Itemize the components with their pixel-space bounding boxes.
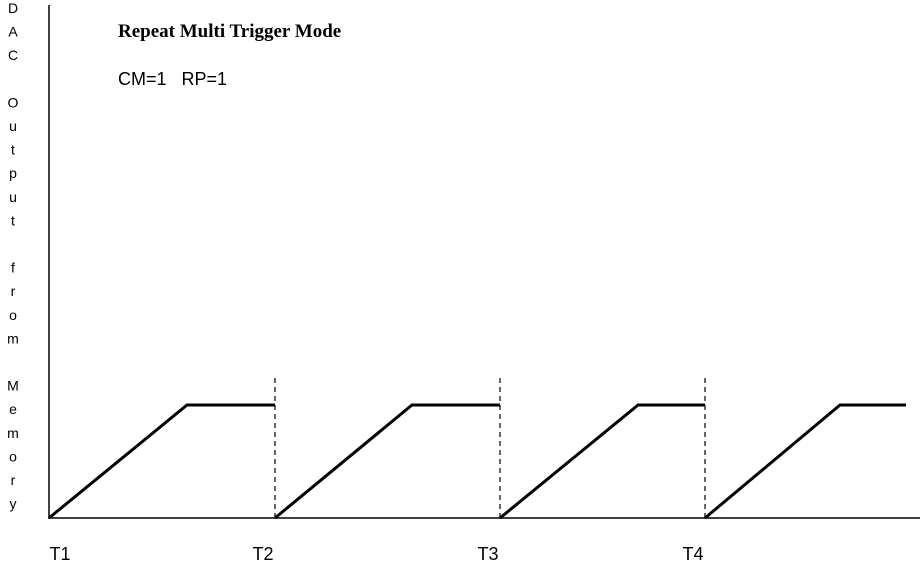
time-label: T4 xyxy=(682,544,703,564)
trigger-lines xyxy=(274,378,706,518)
ramp xyxy=(274,403,500,520)
time-label: T2 xyxy=(252,544,273,564)
time-label: T3 xyxy=(477,544,498,564)
title: Repeat Multi Trigger Mode xyxy=(118,21,341,42)
waveform xyxy=(48,403,906,520)
ramp xyxy=(704,403,906,520)
ramp xyxy=(499,403,705,520)
subtitle: CM=1 RP=1 xyxy=(118,69,227,89)
ramp xyxy=(48,403,275,520)
time-label: T1 xyxy=(49,544,70,564)
y-axis-label: DAC Output from Memory xyxy=(5,0,21,520)
